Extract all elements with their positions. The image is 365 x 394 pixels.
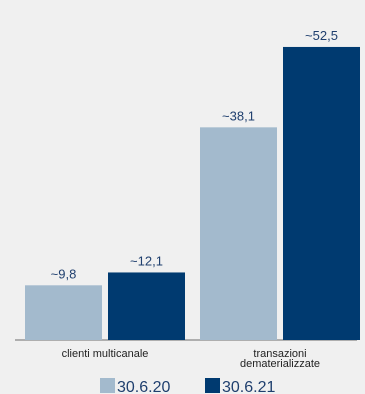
bar-30.6.21-0 xyxy=(108,272,185,340)
legend-swatch xyxy=(100,378,115,393)
data-label: ~52,5 xyxy=(305,28,338,43)
legend-label: 30.6.21 xyxy=(222,379,275,394)
legend-swatch xyxy=(205,378,220,393)
legend-label: 30.6.20 xyxy=(117,379,170,394)
data-label: ~38,1 xyxy=(222,108,255,123)
bar-30.6.20-1 xyxy=(200,127,277,340)
bar-30.6.21-1 xyxy=(283,46,360,341)
data-label: ~12,1 xyxy=(130,253,163,268)
category-label: transazioni dematerializzate xyxy=(240,348,320,370)
data-label: ~9,8 xyxy=(51,266,77,281)
bar-30.6.20-0 xyxy=(25,285,102,340)
category-label: clienti multicanale xyxy=(62,348,149,360)
